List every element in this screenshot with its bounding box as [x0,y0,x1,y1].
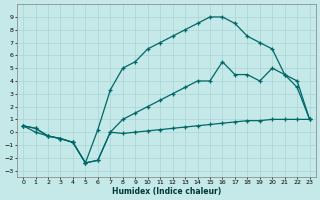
X-axis label: Humidex (Indice chaleur): Humidex (Indice chaleur) [112,187,221,196]
